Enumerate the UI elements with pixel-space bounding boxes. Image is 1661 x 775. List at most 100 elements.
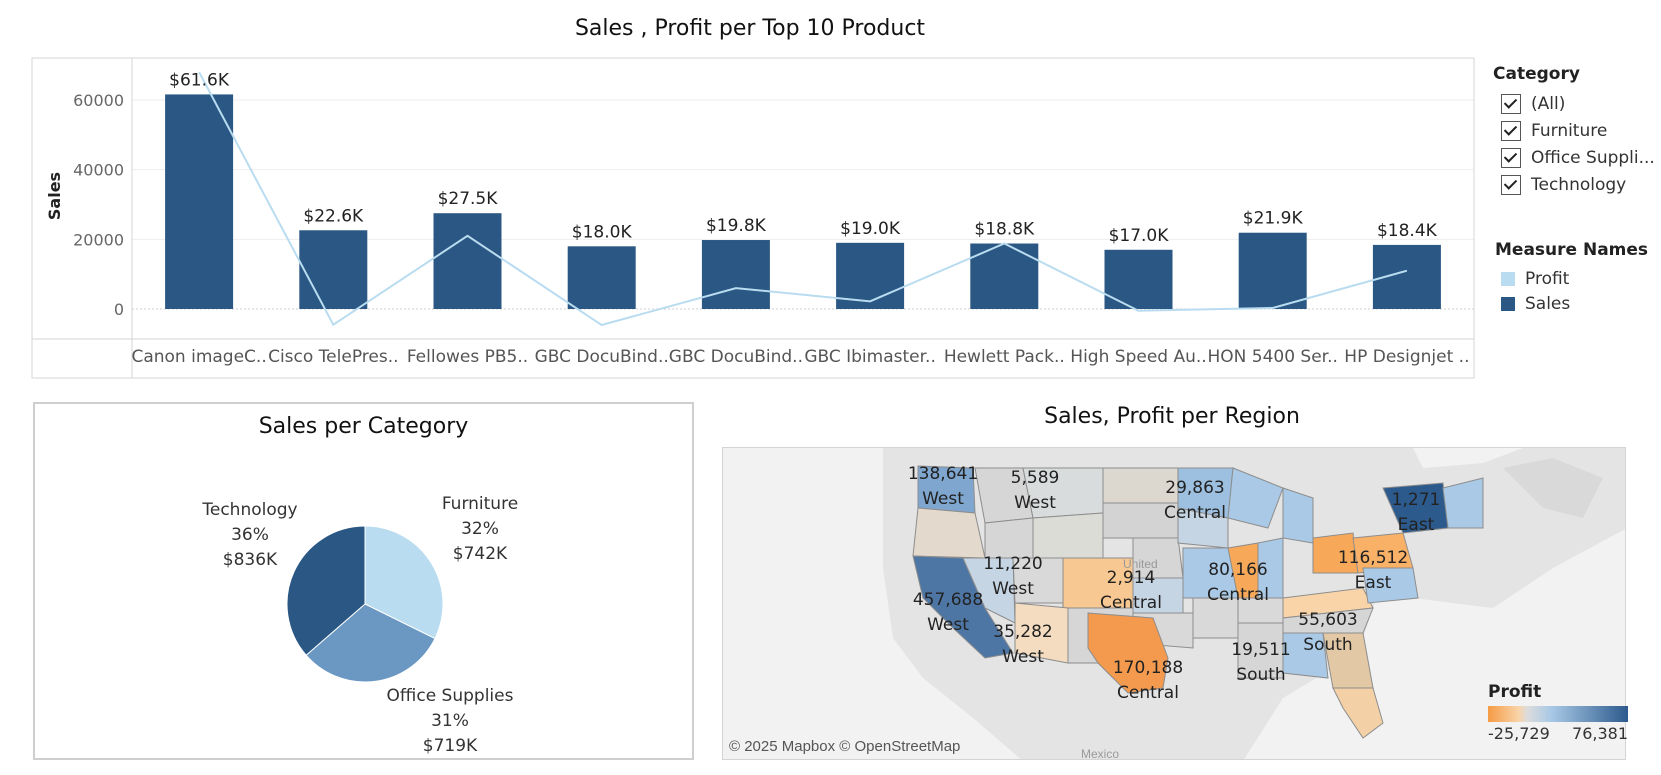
region-value: 1,271	[1391, 490, 1441, 510]
region-value: 116,512	[1337, 548, 1409, 568]
checkbox-checked-icon[interactable]	[1501, 120, 1521, 141]
filter-item-technology[interactable]: Technology	[1493, 171, 1661, 198]
region-name: Central	[1207, 585, 1269, 605]
region-value: 19,511	[1231, 640, 1291, 660]
slice-percent: 32%	[461, 519, 499, 539]
region-value: 170,188	[1112, 658, 1184, 678]
profit-line[interactable]	[198, 71, 1408, 327]
pie-slice-furniture[interactable]	[364, 525, 444, 640]
us-region-map[interactable]: United Mexico 138,641 West 5,589 West 29,8…	[722, 447, 1626, 760]
slice-value: $719K	[422, 736, 478, 756]
region-label: 29,863 Central	[1150, 476, 1240, 526]
legend-item-sales[interactable]: Sales	[1495, 291, 1661, 316]
bar-data-label: $22.6K	[303, 206, 364, 226]
bar-data-label: $17.0K	[1109, 226, 1170, 246]
category-filter: Category (All) Furniture Office Suppli..…	[1493, 64, 1661, 198]
sales-bar[interactable]	[165, 94, 234, 309]
region-label: 170,188 Central	[1103, 656, 1193, 706]
slice-name: Furniture	[441, 494, 519, 514]
x-tick-label: Fellowes PB5..	[407, 347, 528, 367]
filter-item-all[interactable]: (All)	[1493, 90, 1661, 117]
slice-percent: 36%	[231, 525, 269, 545]
x-tick-label: GBC DocuBind..	[535, 347, 669, 367]
measure-names-legend: Measure Names Profit Sales	[1495, 240, 1661, 316]
map-title: Sales, Profit per Region	[1044, 404, 1300, 429]
pie-slice-office-supplies[interactable]	[305, 603, 436, 683]
region-value: 138,641	[907, 464, 979, 484]
filter-item-furniture[interactable]: Furniture	[1493, 117, 1661, 144]
region-value: 2,914	[1106, 568, 1156, 588]
region-name: Central	[1164, 503, 1226, 523]
region-label: 457,688 West	[903, 588, 993, 638]
x-tick-label: HP Designjet ..	[1344, 347, 1469, 367]
bar-data-label: $18.0K	[572, 222, 633, 242]
category-filter-title: Category	[1493, 64, 1580, 84]
bar-data-label: $18.4K	[1377, 221, 1438, 241]
country-label: United	[1123, 557, 1158, 571]
measure-legend-title: Measure Names	[1495, 240, 1649, 260]
bar-chart-title: Sales , Profit per Top 10 Product	[574, 16, 926, 41]
region-value: 5,589	[1010, 468, 1060, 488]
filter-item-label: Office Suppli...	[1531, 147, 1655, 168]
pie-chart-title: Sales per Category	[258, 414, 469, 439]
sales-bar[interactable]	[299, 230, 368, 309]
bar-data-label: $21.9K	[1243, 209, 1304, 229]
sales-swatch	[1501, 296, 1515, 311]
sales-bar[interactable]	[1238, 232, 1307, 309]
region-name: West	[1014, 493, 1056, 513]
filter-item-office-supplies[interactable]: Office Suppli...	[1493, 144, 1661, 171]
region-name: West	[1002, 647, 1044, 667]
region-label: 138,641 West	[903, 462, 983, 512]
profit-legend-title: Profit	[1488, 682, 1542, 702]
profit-max: 76,381	[1572, 724, 1628, 743]
checkbox-checked-icon[interactable]	[1501, 174, 1521, 195]
sales-bar[interactable]	[1104, 249, 1173, 309]
legend-item-label: Profit	[1525, 268, 1570, 289]
x-tick-label: HON 5400 Ser..	[1207, 347, 1337, 367]
filter-item-label: Furniture	[1531, 120, 1608, 141]
pie-slice-technology[interactable]	[286, 525, 366, 656]
region-value: 11,220	[983, 554, 1043, 574]
x-tick-label: GBC Ibimaster..	[804, 347, 936, 367]
slice-percent: 31%	[431, 711, 469, 731]
y-tick-label: 0	[114, 300, 124, 319]
region-label: 19,511 South	[1221, 638, 1301, 688]
sales-per-category-panel: Sales per Category Technology 36% $836K …	[33, 402, 694, 760]
region-label: 2,914 Central	[1086, 566, 1176, 616]
region-name: Central	[1117, 683, 1179, 703]
sales-bar[interactable]	[567, 246, 636, 309]
slice-name: Technology	[202, 500, 298, 520]
bar-data-label: $19.0K	[840, 219, 901, 239]
slice-value: $742K	[452, 544, 508, 564]
region-label: 116,512 East	[1328, 546, 1418, 596]
region-name: West	[992, 579, 1034, 599]
sales-bar[interactable]	[701, 240, 770, 309]
checkbox-checked-icon[interactable]	[1501, 93, 1521, 114]
legend-item-label: Sales	[1525, 293, 1571, 314]
region-value: 457,688	[912, 590, 984, 610]
pie-label-furniture: Furniture 32% $742K	[425, 492, 535, 567]
slice-name: Office Supplies	[386, 686, 514, 706]
checkbox-checked-icon[interactable]	[1501, 147, 1521, 168]
y-axis-title: Sales	[45, 172, 64, 220]
bar-chart: $61.6K $22.6K $27.5K $18.0K $19.8K $19.0K $18.…	[31, 57, 1475, 379]
region-name: East	[1354, 573, 1392, 593]
region-label: 11,220 West	[973, 552, 1053, 602]
x-tick-label: Hewlett Pack..	[944, 347, 1065, 367]
x-tick-label: High Speed Au..	[1070, 347, 1206, 367]
region-value: 35,282	[993, 622, 1053, 642]
region-name: South	[1303, 635, 1353, 655]
sales-bar[interactable]	[433, 213, 502, 309]
filter-item-label: (All)	[1531, 93, 1566, 114]
neighbor-label: Mexico	[1081, 747, 1119, 760]
x-tick-label: Canon imageC..	[131, 347, 266, 367]
y-tick-label: 60000	[73, 91, 124, 110]
region-label: 5,589 West	[995, 466, 1075, 516]
legend-item-profit[interactable]: Profit	[1495, 266, 1661, 291]
map-attribution[interactable]: © 2025 Mapbox © OpenStreetMap	[729, 738, 961, 755]
profit-gradient	[1488, 706, 1628, 722]
bar-data-label: $19.8K	[706, 216, 767, 236]
slice-value: $836K	[222, 550, 278, 570]
x-tick-label: GBC DocuBind..	[669, 347, 803, 367]
sales-bar[interactable]	[836, 242, 905, 309]
